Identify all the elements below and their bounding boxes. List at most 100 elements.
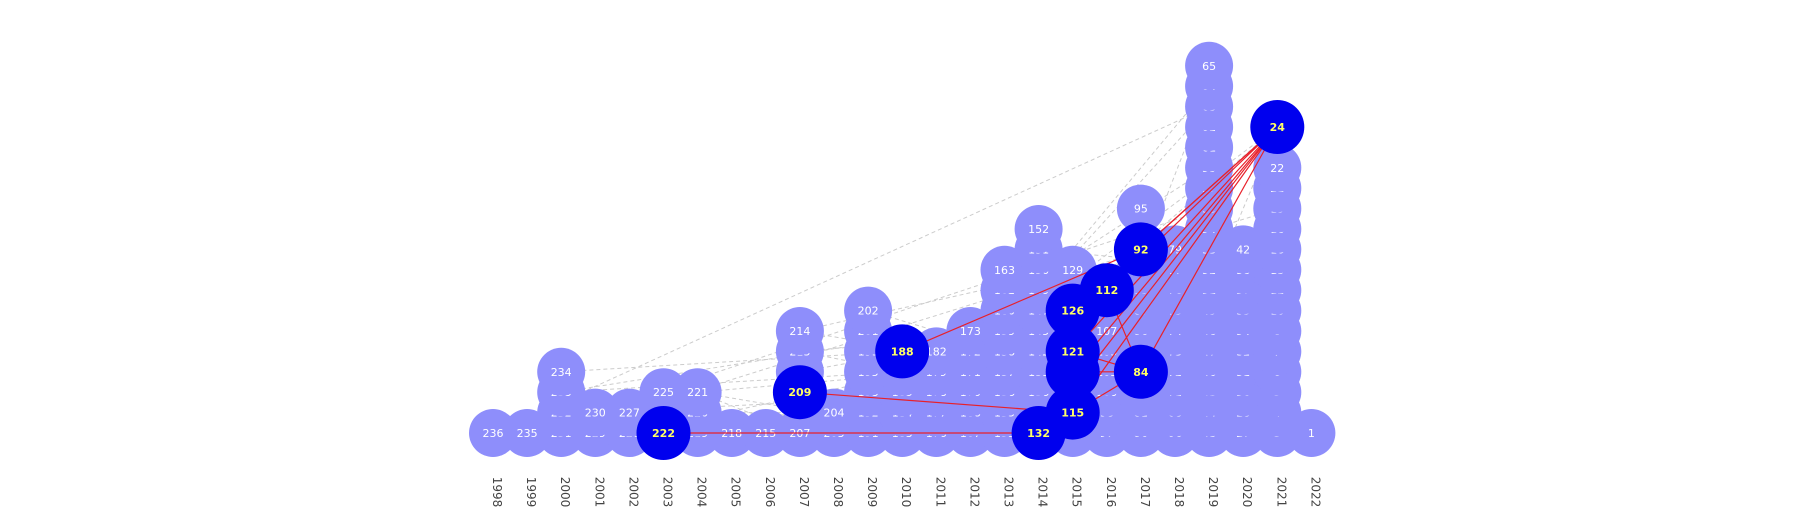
paper-node-circle xyxy=(1014,205,1063,253)
highlighted-node-label: 115 xyxy=(1061,407,1084,420)
highlighted-paper-node[interactable]: 84 xyxy=(1113,344,1168,399)
paper-node[interactable]: 236 xyxy=(469,409,517,457)
paper-node[interactable]: 214 xyxy=(775,307,824,355)
x-tick-label: 2004 xyxy=(695,477,709,508)
highlighted-node-label: 112 xyxy=(1095,284,1118,297)
x-tick-label: 2001 xyxy=(592,477,606,508)
highlighted-paper-node[interactable]: 126 xyxy=(1045,283,1100,338)
highlighted-paper-node[interactable]: 24 xyxy=(1250,100,1305,154)
highlighted-node-circle xyxy=(1045,324,1100,379)
highlighted-node-label: 209 xyxy=(788,386,811,399)
highlighted-node-circle xyxy=(1113,222,1168,277)
highlighted-paper-node[interactable]: 222 xyxy=(636,406,691,460)
paper-node-label: 234 xyxy=(551,366,572,379)
x-tick-label: 1998 xyxy=(490,477,504,508)
nodes-layer: 2362352312322332342292302262272252192202… xyxy=(469,41,1336,457)
x-tick-label: 2012 xyxy=(967,477,981,508)
x-tick-label: 2005 xyxy=(729,477,743,508)
highlighted-node-circle xyxy=(1011,406,1066,460)
x-tick-label: 2022 xyxy=(1308,477,1322,508)
highlighted-paper-node[interactable]: 132 xyxy=(1011,406,1066,460)
paper-node-label: 22 xyxy=(1270,162,1284,175)
background-link xyxy=(492,106,1210,434)
paper-node-label: 214 xyxy=(789,325,810,338)
paper-node-label: 204 xyxy=(824,407,845,420)
x-axis-ticks: 1998 1999 2000 2001 2002 2003 2004 2005 2006 2007… xyxy=(490,477,1322,508)
paper-node-circle xyxy=(1287,409,1336,457)
x-tick-label: 2002 xyxy=(626,477,640,508)
highlighted-paper-node[interactable]: 92 xyxy=(1113,222,1168,277)
paper-node-circle xyxy=(673,368,722,417)
paper-node-label: 42 xyxy=(1236,243,1250,256)
paper-node-circle xyxy=(1116,184,1165,233)
paper-node[interactable]: 202 xyxy=(844,286,893,335)
highlighted-link xyxy=(1140,126,1278,373)
x-tick-label: 2013 xyxy=(1002,477,1016,508)
x-tick-label: 2020 xyxy=(1240,477,1254,508)
highlighted-node-label: 188 xyxy=(891,345,914,358)
highlighted-node-circle xyxy=(772,365,827,420)
highlighted-nodes-layer: 248492112115118121126132188209222 xyxy=(636,100,1305,460)
paper-node-label: 202 xyxy=(858,305,879,318)
x-tick-label: 2018 xyxy=(1172,477,1186,508)
paper-node-label: 65 xyxy=(1202,60,1216,73)
highlighted-node-label: 121 xyxy=(1061,345,1084,358)
x-tick-label: 2011 xyxy=(933,477,947,508)
x-tick-label: 2019 xyxy=(1206,477,1220,508)
x-tick-label: 2008 xyxy=(831,477,845,508)
highlighted-node-circle xyxy=(875,324,930,379)
paper-node-label: 225 xyxy=(653,386,674,399)
highlighted-link xyxy=(1072,126,1278,373)
paper-node[interactable]: 221 xyxy=(673,368,722,417)
background-link xyxy=(561,371,903,393)
x-tick-label: 1999 xyxy=(524,477,538,508)
paper-node[interactable]: 65 xyxy=(1185,41,1234,90)
paper-node-circle xyxy=(844,286,893,335)
paper-node-circle xyxy=(775,307,824,355)
paper-node-circle xyxy=(537,347,586,396)
highlighted-paper-node[interactable]: 121 xyxy=(1045,324,1100,379)
paper-node[interactable]: 152 xyxy=(1014,205,1063,253)
paper-node-label: 236 xyxy=(483,427,504,440)
paper-node-circle xyxy=(1253,143,1302,192)
paper-node-label: 230 xyxy=(585,407,606,420)
highlighted-paper-node[interactable]: 188 xyxy=(875,324,930,379)
paper-node-label: 221 xyxy=(687,386,708,399)
paper-node-label: 152 xyxy=(1028,223,1049,236)
highlighted-link xyxy=(1072,126,1278,413)
highlighted-node-label: 92 xyxy=(1133,243,1148,256)
x-tick-label: 2021 xyxy=(1274,477,1288,508)
paper-node[interactable]: 1 xyxy=(1287,409,1336,457)
x-tick-label: 2007 xyxy=(797,477,811,508)
highlighted-node-circle xyxy=(636,406,691,460)
x-tick-label: 2015 xyxy=(1070,477,1084,508)
highlighted-node-label: 126 xyxy=(1061,305,1084,318)
paper-node-label: 173 xyxy=(960,325,981,338)
highlighted-paper-node[interactable]: 209 xyxy=(772,365,827,420)
paper-node-label: 1 xyxy=(1308,427,1315,440)
paper-node[interactable]: 95 xyxy=(1116,184,1165,233)
x-tick-label: 2006 xyxy=(763,477,777,508)
paper-node-label: 163 xyxy=(994,264,1015,277)
highlighted-node-circle xyxy=(1045,283,1100,338)
highlighted-node-circle xyxy=(1250,100,1305,154)
paper-node[interactable]: 234 xyxy=(537,347,586,396)
paper-node-label: 182 xyxy=(926,345,947,358)
paper-node-circle xyxy=(1185,41,1234,90)
paper-node-label: 95 xyxy=(1134,203,1148,216)
x-tick-label: 2000 xyxy=(558,477,572,508)
x-tick-label: 2014 xyxy=(1036,477,1050,508)
background-link xyxy=(799,269,1073,332)
x-tick-label: 2017 xyxy=(1138,477,1152,508)
paper-node-circle xyxy=(469,409,517,457)
highlighted-node-label: 222 xyxy=(652,427,675,440)
x-tick-label: 2009 xyxy=(865,477,879,508)
highlighted-node-circle xyxy=(1113,344,1168,399)
x-tick-label: 2016 xyxy=(1104,477,1118,508)
paper-node[interactable]: 22 xyxy=(1253,143,1302,192)
paper-node-label: 129 xyxy=(1062,264,1083,277)
paper-node-label: 235 xyxy=(517,427,538,440)
highlighted-node-label: 24 xyxy=(1270,121,1286,134)
